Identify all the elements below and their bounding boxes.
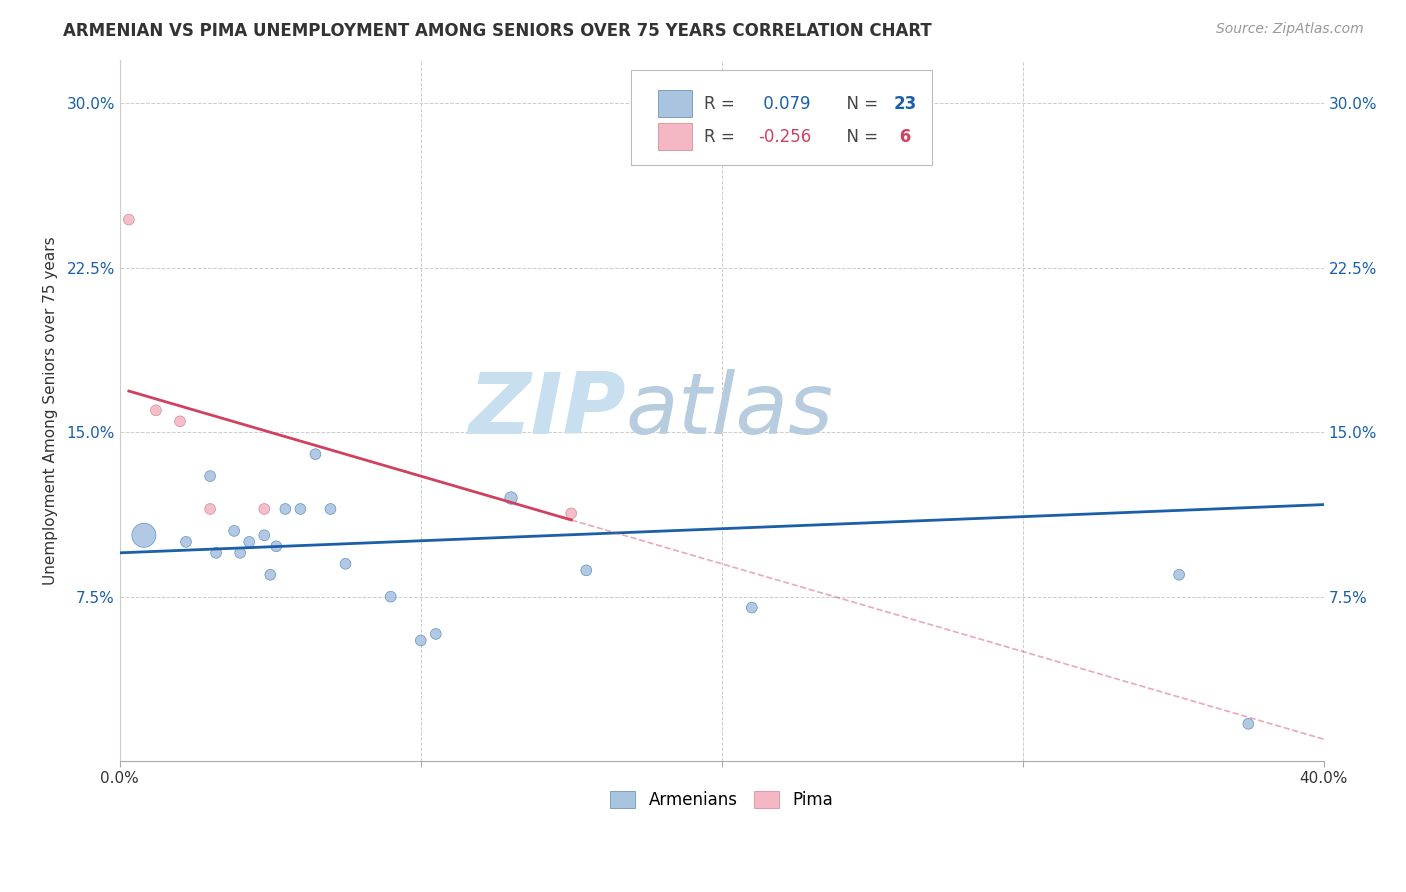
- Text: 23: 23: [894, 95, 917, 112]
- Point: [304, 447, 326, 461]
- Text: R =: R =: [703, 128, 740, 145]
- Point: [229, 546, 252, 560]
- Text: 0.079: 0.079: [758, 95, 810, 112]
- FancyBboxPatch shape: [658, 123, 692, 150]
- Point: [499, 491, 522, 505]
- Text: 6: 6: [894, 128, 911, 145]
- Point: [741, 600, 763, 615]
- Text: ARMENIAN VS PIMA UNEMPLOYMENT AMONG SENIORS OVER 75 YEARS CORRELATION CHART: ARMENIAN VS PIMA UNEMPLOYMENT AMONG SENI…: [63, 22, 932, 40]
- Point: [380, 590, 402, 604]
- Point: [290, 502, 312, 516]
- Point: [224, 524, 246, 538]
- Point: [266, 539, 288, 553]
- Point: [560, 507, 582, 521]
- Legend: Armenians, Pima: Armenians, Pima: [603, 784, 839, 816]
- Point: [238, 534, 260, 549]
- Point: [198, 469, 221, 483]
- FancyBboxPatch shape: [631, 70, 932, 165]
- Point: [145, 403, 167, 417]
- Text: R =: R =: [703, 95, 740, 112]
- FancyBboxPatch shape: [658, 90, 692, 117]
- Point: [335, 557, 357, 571]
- Point: [253, 502, 276, 516]
- Point: [118, 212, 141, 227]
- Point: [409, 633, 432, 648]
- Point: [274, 502, 297, 516]
- Point: [253, 528, 276, 542]
- Text: ZIP: ZIP: [468, 368, 626, 452]
- Text: N =: N =: [837, 128, 883, 145]
- Text: N =: N =: [837, 95, 883, 112]
- Point: [198, 502, 221, 516]
- Point: [169, 414, 191, 428]
- Point: [174, 534, 197, 549]
- Text: Source: ZipAtlas.com: Source: ZipAtlas.com: [1216, 22, 1364, 37]
- Point: [425, 627, 447, 641]
- Point: [1237, 716, 1260, 731]
- Point: [205, 546, 228, 560]
- Point: [319, 502, 342, 516]
- Point: [1168, 567, 1191, 582]
- Text: -0.256: -0.256: [758, 128, 811, 145]
- Point: [132, 528, 155, 542]
- Point: [575, 563, 598, 577]
- Y-axis label: Unemployment Among Seniors over 75 years: Unemployment Among Seniors over 75 years: [44, 236, 58, 584]
- Text: atlas: atlas: [626, 368, 834, 452]
- Point: [259, 567, 281, 582]
